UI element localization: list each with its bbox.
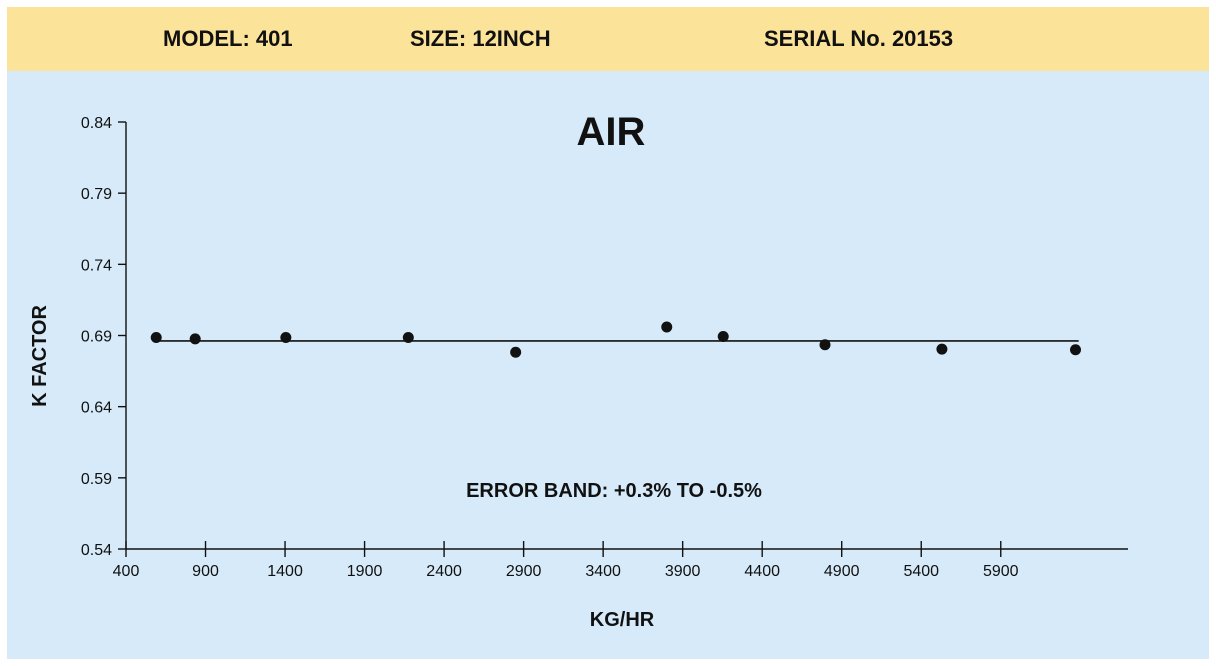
y-axis-title: K FACTOR [29,305,51,407]
data-point [280,331,292,343]
header-bar: MODEL: 401 SIZE: 12INCH SERIAL No. 20153 [7,7,1209,71]
y-tick-label: 0.84 [81,115,112,132]
y-tick-label: 0.74 [81,257,112,274]
x-tick-label: 2900 [506,563,542,580]
chart-title: AIR [577,110,646,154]
x-tick-label: 900 [192,563,219,580]
y-tick-label: 0.64 [81,400,112,417]
data-point [402,331,414,343]
x-tick-label: 5900 [983,563,1019,580]
x-tick-label: 1900 [347,563,383,580]
data-point [510,346,522,358]
data-point [936,343,948,355]
data-point [150,331,162,343]
y-tick-label: 0.59 [81,471,112,488]
data-point [189,333,201,345]
x-tick-label: 5400 [903,563,939,580]
data-point [717,330,729,342]
size-label: SIZE: 12INCH [410,26,551,51]
x-tick-label: 3900 [665,563,701,580]
x-tick-label: 2400 [426,563,462,580]
x-tick-label: 1400 [267,563,303,580]
x-tick-label: 3400 [585,563,621,580]
y-tick-label: 0.54 [81,542,112,559]
error-band-annotation: ERROR BAND: +0.3% TO -0.5% [466,480,762,502]
y-tick-label: 0.69 [81,329,112,346]
y-tick-label: 0.79 [81,186,112,203]
x-tick-label: 400 [113,563,140,580]
x-tick-label: 4400 [744,563,780,580]
model-label: MODEL: 401 [163,26,293,51]
data-point [819,339,831,351]
serial-label: SERIAL No. 20153 [764,26,954,51]
plot-panel [7,71,1209,659]
data-point [661,321,673,333]
x-axis-title: KG/HR [590,609,655,631]
x-tick-label: 4900 [824,563,860,580]
data-point [1070,344,1082,356]
